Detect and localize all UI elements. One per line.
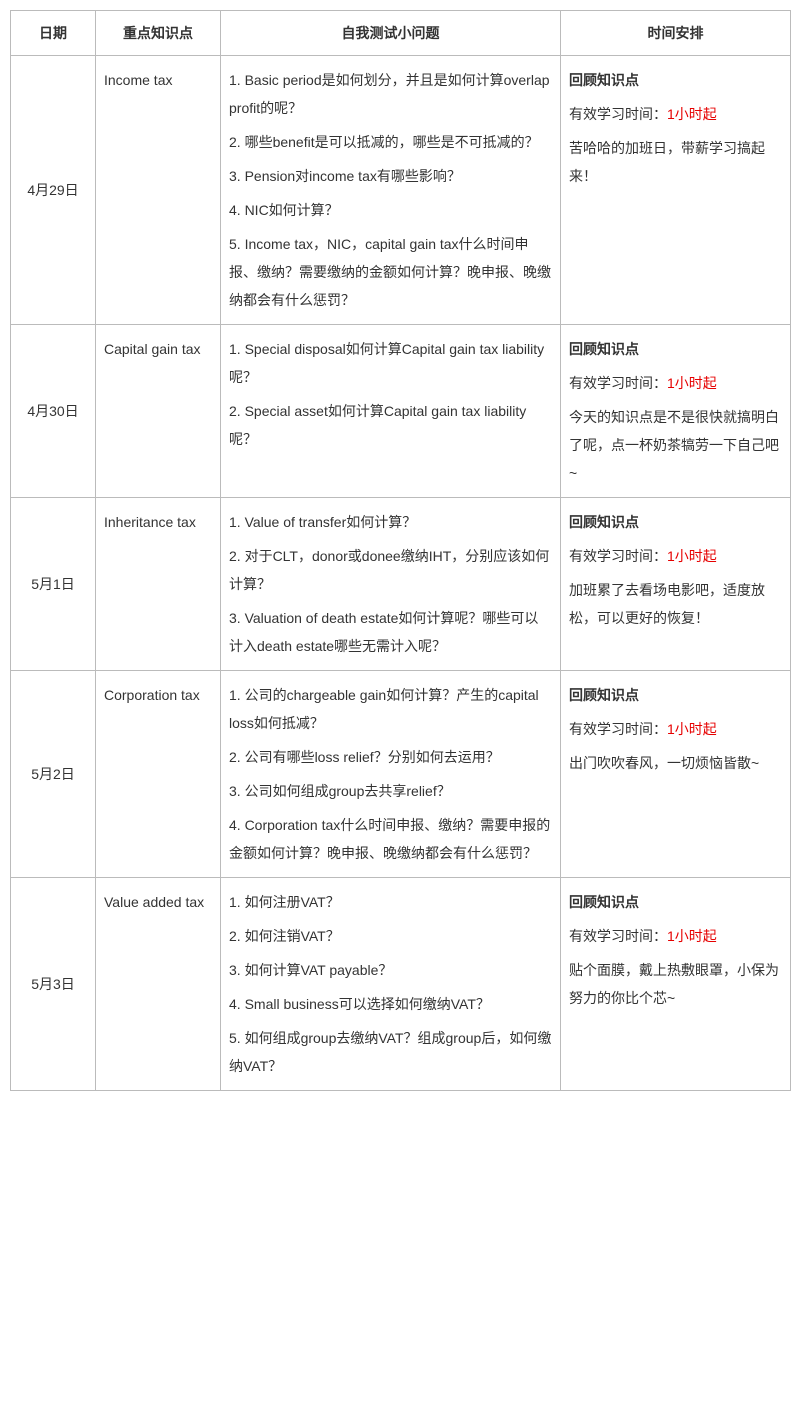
schedule-note: 贴个面膜，戴上热敷眼罩，小保为努力的你比个芯~: [569, 956, 782, 1012]
topic-cell: Inheritance tax: [96, 498, 221, 671]
schedule-cell: 回顾知识点有效学习时间：1小时起贴个面膜，戴上热敷眼罩，小保为努力的你比个芯~: [561, 878, 791, 1091]
topic-cell: Value added tax: [96, 878, 221, 1091]
question-item: 1. 如何注册VAT？: [229, 888, 552, 916]
table-row: 4月30日Capital gain tax1. Special disposal…: [11, 325, 791, 498]
schedule-title: 回顾知识点: [569, 66, 782, 94]
schedule-cell: 回顾知识点有效学习时间：1小时起加班累了去看场电影吧，适度放松，可以更好的恢复！: [561, 498, 791, 671]
schedule-cell: 回顾知识点有效学习时间：1小时起苦哈哈的加班日，带薪学习搞起来！: [561, 56, 791, 325]
question-item: 2. 公司有哪些loss relief？分别如何去运用？: [229, 743, 552, 771]
questions-cell: 1. 如何注册VAT？ 2. 如何注销VAT？ 3. 如何计算VAT payable…: [221, 878, 561, 1091]
table-row: 5月3日Value added tax 1. 如何注册VAT？ 2. 如何注销VAT…: [11, 878, 791, 1091]
col-header-date: 日期: [11, 11, 96, 56]
study-time-highlight: 1小时起: [667, 721, 717, 737]
study-time: 有效学习时间：1小时起: [569, 369, 782, 397]
study-time: 有效学习时间：1小时起: [569, 100, 782, 128]
table-body: 4月29日Income tax1. Basic period是如何划分，并且是如…: [11, 56, 791, 1091]
questions-cell: 1. Special disposal如何计算Capital gain tax …: [221, 325, 561, 498]
study-time: 有效学习时间：1小时起: [569, 542, 782, 570]
schedule-note: 出门吹吹春风，一切烦恼皆散~: [569, 749, 782, 777]
study-time-highlight: 1小时起: [667, 106, 717, 122]
date-cell: 5月3日: [11, 878, 96, 1091]
question-item: 2. 如何注销VAT？: [229, 922, 552, 950]
schedule-note: 加班累了去看场电影吧，适度放松，可以更好的恢复！: [569, 576, 782, 632]
table-row: 4月29日Income tax1. Basic period是如何划分，并且是如…: [11, 56, 791, 325]
question-item: 3. Valuation of death estate如何计算呢？哪些可以计入…: [229, 604, 552, 660]
question-item: 1. Value of transfer如何计算？: [229, 508, 552, 536]
schedule-cell: 回顾知识点有效学习时间：1小时起出门吹吹春风，一切烦恼皆散~: [561, 671, 791, 878]
table-row: 5月2日Corporation tax1. 公司的chargeable gain…: [11, 671, 791, 878]
schedule-note: 今天的知识点是不是很快就搞明白了呢，点一杯奶茶犒劳一下自己吧~: [569, 403, 782, 487]
col-header-schedule: 时间安排: [561, 11, 791, 56]
schedule-title: 回顾知识点: [569, 508, 782, 536]
study-time-prefix: 有效学习时间：: [569, 548, 667, 564]
question-item: 1. Special disposal如何计算Capital gain tax …: [229, 335, 552, 391]
questions-cell: 1. Basic period是如何划分，并且是如何计算overlap prof…: [221, 56, 561, 325]
question-item: 1. 公司的chargeable gain如何计算？产生的capital los…: [229, 681, 552, 737]
question-item: 3. 公司如何组成group去共享relief？: [229, 777, 552, 805]
date-cell: 5月2日: [11, 671, 96, 878]
study-time-prefix: 有效学习时间：: [569, 721, 667, 737]
schedule-cell: 回顾知识点有效学习时间：1小时起今天的知识点是不是很快就搞明白了呢，点一杯奶茶犒…: [561, 325, 791, 498]
schedule-title: 回顾知识点: [569, 681, 782, 709]
date-cell: 5月1日: [11, 498, 96, 671]
study-schedule-table: 日期 重点知识点 自我测试小问题 时间安排 4月29日Income tax1. …: [10, 10, 791, 1091]
question-item: 2. Special asset如何计算Capital gain tax lia…: [229, 397, 552, 453]
study-time-highlight: 1小时起: [667, 548, 717, 564]
date-cell: 4月29日: [11, 56, 96, 325]
question-item: 2. 哪些benefit是可以抵减的，哪些是不可抵减的？: [229, 128, 552, 156]
study-time-prefix: 有效学习时间：: [569, 106, 667, 122]
study-time: 有效学习时间：1小时起: [569, 715, 782, 743]
question-item: 4. Corporation tax什么时间申报、缴纳？需要申报的金额如何计算？…: [229, 811, 552, 867]
date-cell: 4月30日: [11, 325, 96, 498]
col-header-questions: 自我测试小问题: [221, 11, 561, 56]
schedule-title: 回顾知识点: [569, 335, 782, 363]
question-item: 2. 对于CLT，donor或donee缴纳IHT，分别应该如何计算？: [229, 542, 552, 598]
question-item: 3. Pension对income tax有哪些影响？: [229, 162, 552, 190]
study-time-prefix: 有效学习时间：: [569, 375, 667, 391]
study-time-highlight: 1小时起: [667, 928, 717, 944]
question-item: 5. Income tax，NIC，capital gain tax什么时间申报…: [229, 230, 552, 314]
topic-cell: Income tax: [96, 56, 221, 325]
study-time-highlight: 1小时起: [667, 375, 717, 391]
study-time-prefix: 有效学习时间：: [569, 928, 667, 944]
topic-cell: Capital gain tax: [96, 325, 221, 498]
topic-cell: Corporation tax: [96, 671, 221, 878]
table-row: 5月1日Inheritance tax1. Value of transfer如…: [11, 498, 791, 671]
question-item: 4. Small business可以选择如何缴纳VAT？: [229, 990, 552, 1018]
table-header-row: 日期 重点知识点 自我测试小问题 时间安排: [11, 11, 791, 56]
question-item: 3. 如何计算VAT payable？: [229, 956, 552, 984]
schedule-note: 苦哈哈的加班日，带薪学习搞起来！: [569, 134, 782, 190]
question-item: 5. 如何组成group去缴纳VAT？组成group后，如何缴纳VAT？: [229, 1024, 552, 1080]
study-time: 有效学习时间：1小时起: [569, 922, 782, 950]
col-header-topic: 重点知识点: [96, 11, 221, 56]
question-item: 4. NIC如何计算？: [229, 196, 552, 224]
questions-cell: 1. Value of transfer如何计算？ 2. 对于CLT，donor或…: [221, 498, 561, 671]
questions-cell: 1. 公司的chargeable gain如何计算？产生的capital los…: [221, 671, 561, 878]
schedule-title: 回顾知识点: [569, 888, 782, 916]
question-item: 1. Basic period是如何划分，并且是如何计算overlap prof…: [229, 66, 552, 122]
